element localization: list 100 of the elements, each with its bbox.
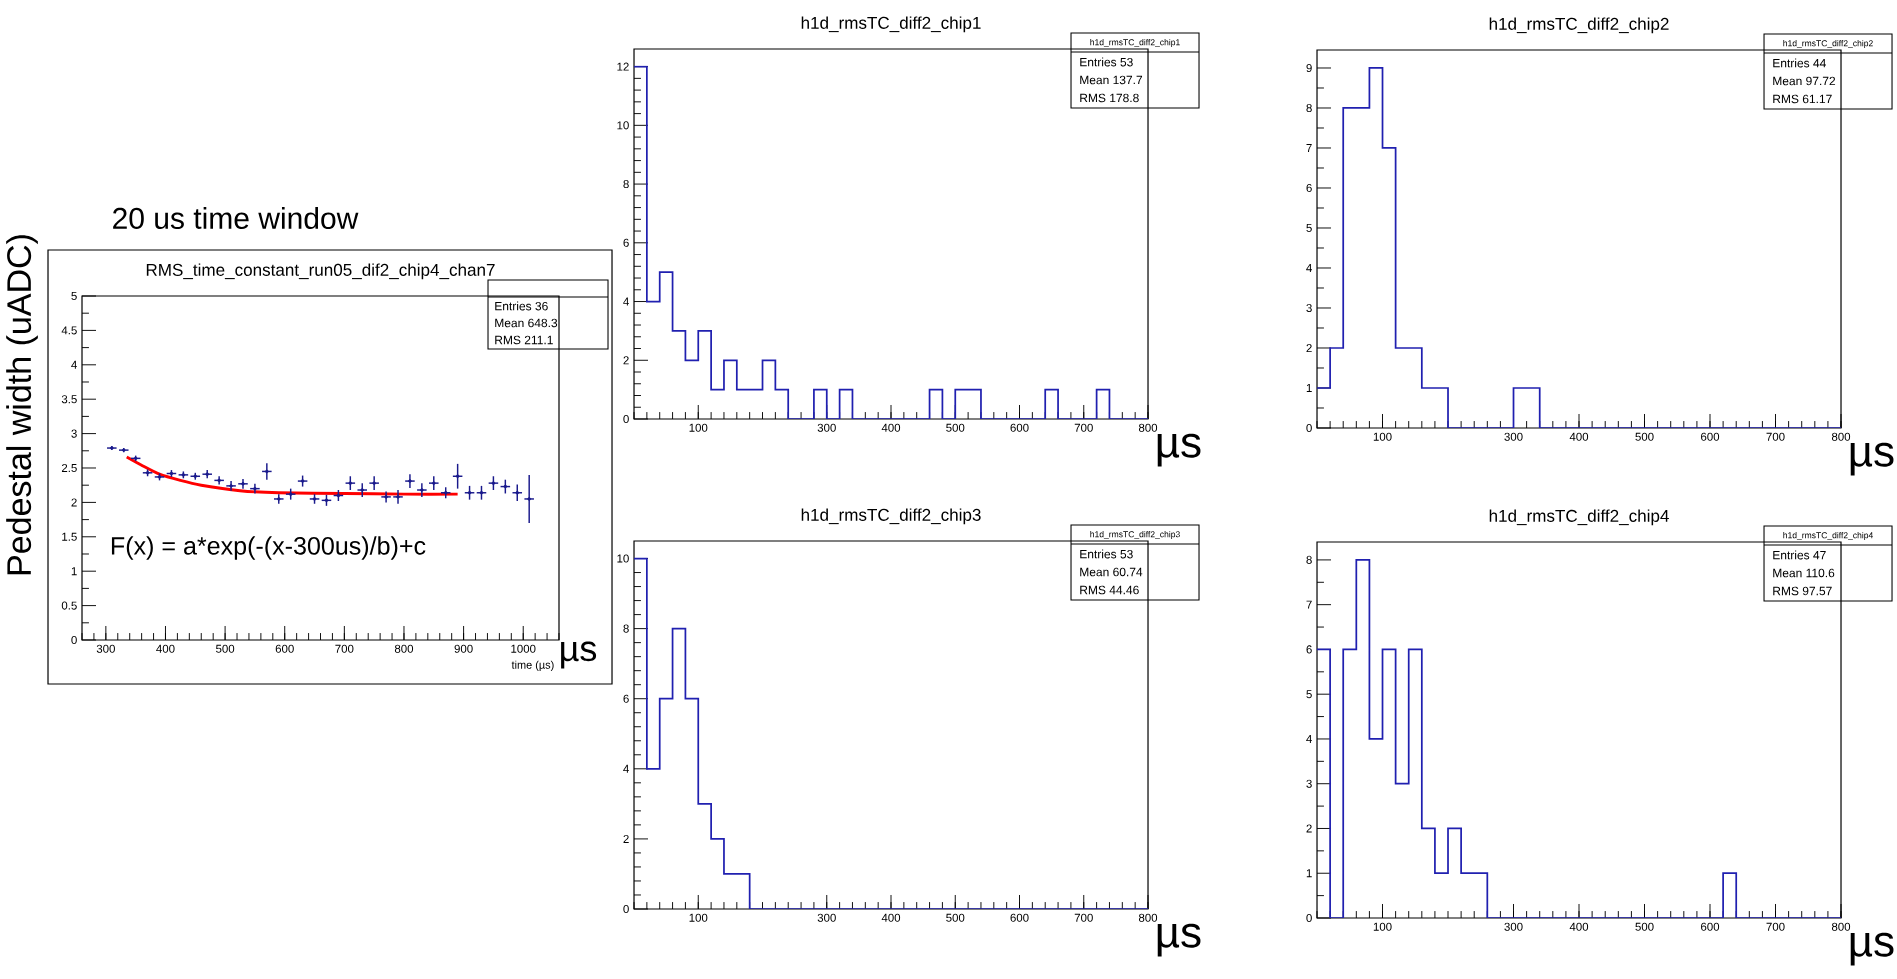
y-axis-title: Pedestal width (uADC) [6,235,38,575]
point [372,481,376,485]
x-tick-label: 300 [817,423,836,432]
annotation: Mean 648.3 [495,318,558,328]
y-tick-label: 0 [71,635,77,645]
y-tick-label: 6 [1306,183,1312,193]
x-tick-label: 400 [881,423,901,432]
y-tick-label: 8 [1306,103,1312,113]
annotation: Mean 110.6 [1773,568,1835,578]
y-tick-label: 4 [71,360,77,369]
chart-title: h1d_rmsTC_diff2_chip3 [801,508,981,525]
y-tick-label: 1.5 [62,532,77,541]
x-tick-label: 800 [1138,913,1158,922]
line-series [125,455,460,496]
x-tick-label: 900 [454,644,473,653]
annotation: Entries 47 [1773,550,1826,560]
point [420,488,424,492]
x-tick-label: 100 [1373,922,1392,931]
y-tick-label: 7 [1306,144,1312,152]
text: h1d_rmsTC_diff2_chip1 [1090,39,1180,47]
x-tick-label: 800 [1831,432,1851,441]
y-tick-label: 9 [1306,63,1312,73]
x-tick-label: 700 [1766,922,1785,931]
annotation: RMS 44.46 [1080,585,1139,595]
y-tick-label: 6 [1306,645,1312,654]
annotation: Mean 97.72 [1773,76,1836,86]
x-tick-label: 300 [96,644,115,653]
x-axis-title: µs [1157,433,1201,467]
y-tick-label: 3 [1306,303,1312,313]
x-tick-label: 500 [946,913,965,922]
y-tick-label: 4 [1306,735,1312,743]
x-tick-label: 100 [689,423,708,432]
y-tick-label: 8 [623,180,629,189]
annotation: RMS 211.1 [495,335,553,345]
point [527,497,531,501]
y-tick-label: 4 [1306,264,1312,272]
annotation: RMS 61.17 [1773,94,1832,104]
y-tick-label: 0 [1306,913,1312,923]
y-tick-label: 4 [623,764,629,773]
x-axis-title: µs [1850,932,1894,966]
x-tick-label: 600 [1701,922,1720,931]
y-tick-label: 10 [617,554,629,563]
x-tick-label: 300 [1504,432,1523,441]
y-tick-label: 0 [623,904,629,914]
point [396,495,400,499]
y-tick-label: 6 [623,694,629,703]
annotation: RMS 178.8 [1080,93,1139,103]
x-axis-title: time (µs) [511,660,554,671]
x-tick-label: 600 [1010,423,1029,432]
point [360,488,364,492]
y-tick-label: 2.5 [61,463,77,473]
point [515,491,519,495]
x-tick-label: 400 [1569,922,1589,931]
x-tick-label: 300 [1504,922,1523,931]
y-tick-label: 2 [623,356,629,365]
chart-title: h1d_rmsTC_diff2_chip4 [1489,509,1669,526]
x-tick-label: 400 [881,913,901,922]
y-tick-label: 5 [1306,690,1312,699]
x-tick-label: 300 [817,913,836,922]
x-tick-label: 700 [1074,423,1093,432]
text: h1d_rmsTC_diff2_chip4 [1783,532,1873,540]
annotation: Mean 60.74 [1080,567,1143,577]
text: µs [561,641,597,669]
text: h1d_rmsTC_diff2_chip2 [1783,40,1873,48]
annotation: Entries 44 [1773,58,1826,68]
y-tick-label: 1 [71,567,77,576]
y-tick-label: 2 [1306,343,1312,352]
point [277,497,281,501]
annotation: Entries 36 [495,301,548,311]
x-tick-label: 700 [1766,432,1785,441]
y-tick-label: 2 [1306,824,1312,833]
y-tick-label: 12 [617,62,629,71]
y-tick-label: 0.5 [61,601,77,610]
x-tick-label: 800 [1831,922,1851,931]
y-tick-label: 1 [1306,869,1312,878]
y-tick-label: 6 [623,238,629,247]
x-tick-label: 500 [1635,432,1654,441]
y-tick-label: 3.5 [61,395,77,404]
annotation: Entries 53 [1080,57,1133,67]
y-tick-label: 10 [617,121,629,130]
x-axis-title: µs [1850,442,1894,476]
x-tick-label: 100 [1373,432,1392,441]
point [384,495,388,499]
chart-title: h1d_rmsTC_diff2_chip1 [801,16,981,33]
x-tick-label: 700 [335,644,354,653]
x-tick-label: 800 [1138,423,1158,432]
x-tick-label: 500 [1635,922,1654,931]
annotation: Entries 53 [1080,549,1133,559]
chart-title: RMS_time_constant_run05_dif2_chip4_chan7 [146,263,495,280]
y-tick-label: 5 [1306,224,1312,232]
annotation: Mean 137.7 [1080,75,1143,85]
x-tick-label: 400 [156,644,175,653]
y-tick-label: 3 [71,429,77,438]
x-tick-label: 100 [689,913,708,922]
annotation: RMS 97.57 [1773,586,1832,596]
chart-title: h1d_rmsTC_diff2_chip2 [1489,17,1669,34]
y-tick-label: 1 [1306,384,1312,392]
x-tick-label: 800 [394,644,414,653]
x-tick-label: 400 [1569,432,1589,441]
x-axis-title: µs [1157,923,1201,957]
